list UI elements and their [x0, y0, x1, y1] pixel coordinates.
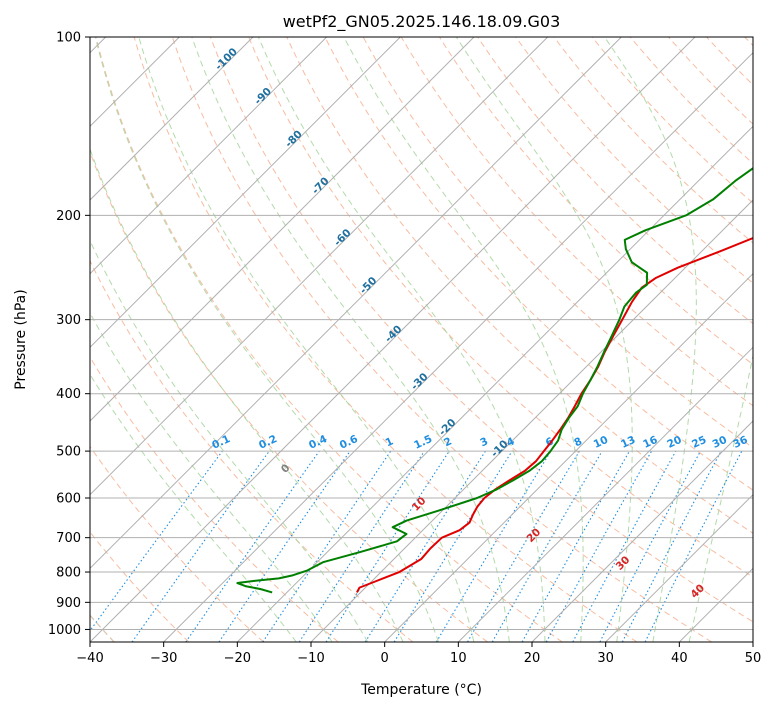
mixing-ratio-line [298, 450, 425, 642]
mixing-ratio-label: 10 [592, 434, 610, 451]
isotherm-gridline [90, 37, 696, 642]
mixing-ratio-line [325, 450, 450, 642]
dry-adiabat [171, 37, 712, 642]
temperature-line [356, 236, 753, 593]
dry-adiabat [90, 259, 414, 642]
y-tick-label: 100 [56, 31, 81, 46]
y-tick-label: 500 [56, 445, 81, 460]
x-tick-label: −20 [224, 651, 251, 666]
mixing-ratio-label: 13 [619, 434, 637, 451]
isotherm-gridline [90, 37, 254, 201]
dry-adiabat [286, 37, 753, 534]
background-lines [90, 37, 753, 642]
moist-adiabat [604, 37, 697, 642]
dry-adiabat [90, 356, 339, 642]
mixing-ratio-label: 3 [478, 435, 490, 449]
axes: −40 −30 −20 −10 0 10 20 30 40 50 1000 900 800 700 600 5… [48, 31, 761, 667]
x-tick-label: 0 [381, 651, 389, 666]
dry-adiabat [248, 37, 753, 578]
moist-adiabat [688, 353, 753, 642]
isotherm-gridline [531, 420, 753, 642]
y-tick-label: 600 [56, 492, 81, 507]
x-tick-label: 10 [450, 651, 467, 666]
isotherm-gridline [90, 37, 328, 275]
mixing-ratio-line [572, 450, 677, 642]
moist-adiabat [90, 311, 333, 642]
mixing-ratio-label: 1 [384, 435, 396, 449]
dry-adiabat [95, 37, 563, 642]
x-tick-label: 30 [597, 651, 614, 666]
y-tick-label: 800 [56, 566, 81, 581]
chart-title: wetPf2_GN05.2025.146.18.09.G03 [283, 12, 561, 32]
mixing-ratio-line [90, 450, 223, 632]
isotherm-gridline [163, 51, 753, 642]
isotherm-gridline [90, 37, 549, 496]
dry-adiabat [90, 445, 264, 642]
y-tick-label: 400 [56, 387, 81, 402]
moist-adiabat [90, 147, 404, 642]
mixing-ratio-label: 30 [711, 434, 729, 451]
isotherm-gridline [90, 37, 475, 422]
isotherm-gridline [605, 493, 753, 642]
dry-adiabat [210, 37, 753, 623]
mixing-ratio-label: 8 [572, 435, 584, 449]
dewpoint-line [236, 167, 753, 594]
y-axis-label: Pressure (hPa) [13, 289, 29, 389]
x-tick-label: 50 [745, 651, 762, 666]
mixing-ratio-line [185, 450, 320, 642]
isotherm-gridline [90, 37, 401, 349]
x-tick-label: 40 [671, 651, 688, 666]
x-tick-label: −10 [297, 651, 324, 666]
mixing-ratio-line [262, 450, 392, 642]
mixing-ratio-label: 36 [731, 434, 749, 451]
mixing-ratio-label: 25 [690, 434, 708, 451]
profile-series [236, 167, 753, 594]
mixing-ratio-line [218, 450, 351, 642]
x-tick-label: −30 [150, 651, 177, 666]
y-tick-label: 700 [56, 531, 81, 546]
moist-adiabat [94, 37, 439, 642]
moist-adiabat [90, 373, 297, 642]
y-tick-label: 300 [56, 313, 81, 328]
x-tick-label: −40 [76, 651, 103, 666]
mixing-ratio-label: 4 [505, 435, 517, 449]
mixing-ratio-line [521, 450, 630, 642]
moist-adiabat [90, 239, 369, 642]
mixing-ratio-label: 20 [665, 434, 683, 451]
mixing-ratio-line [545, 450, 653, 642]
moist-adiabat [191, 37, 510, 642]
moist-adiabat [343, 37, 584, 642]
y-tick-label: 200 [56, 209, 81, 224]
mixing-ratio-label: 2 [442, 435, 454, 449]
isotherm-gridline [90, 37, 622, 570]
isotherm-gridline [310, 199, 753, 642]
dry-adiabat [133, 37, 638, 642]
x-tick-label: 20 [524, 651, 541, 666]
isotherm-gridline [384, 272, 753, 642]
mixing-ratio-line [644, 450, 743, 642]
y-tick-label: 900 [56, 596, 81, 611]
plot-frame [89, 36, 754, 643]
isotherm-gridline [236, 125, 753, 642]
mixing-ratio-label: 16 [641, 434, 659, 451]
dry-adiabat [324, 37, 753, 491]
moist-adiabat [257, 37, 546, 642]
x-axis-label: Temperature (°C) [360, 682, 482, 698]
dry-adiabat [515, 37, 753, 284]
mixing-ratio-line [131, 450, 270, 642]
y-tick-label: 1000 [48, 623, 81, 638]
moist-adiabat [138, 37, 475, 642]
isotherm-gridline [457, 346, 753, 642]
